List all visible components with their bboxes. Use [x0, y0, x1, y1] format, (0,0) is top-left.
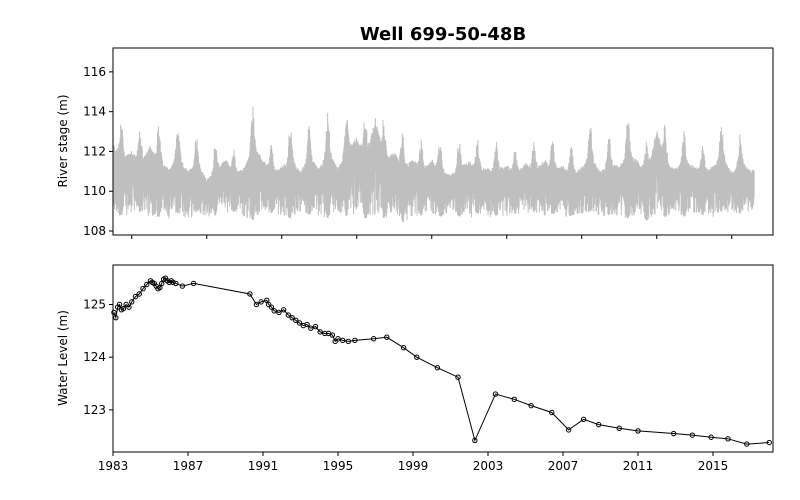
river-stage-subplot: 108 110 112 114 116 River stage (m) — [56, 47, 774, 239]
water-level-data-point — [434, 365, 441, 371]
water-level-data-point — [511, 396, 517, 403]
water-level-data-point — [111, 309, 117, 316]
water-level-data-point — [400, 345, 407, 351]
water-level-series-line — [113, 277, 770, 445]
water-level-data-point — [352, 337, 358, 344]
water-level-y-axis-label: Water Level (m) — [56, 310, 70, 406]
water-level-data-point — [179, 283, 186, 289]
water-level-data-point — [129, 299, 135, 305]
water-level-data-point — [345, 338, 352, 345]
water-level-data-point — [289, 314, 295, 321]
river-stage-series-line — [112, 106, 755, 223]
water-level-data-point — [689, 432, 696, 438]
water-level-data-point — [635, 428, 641, 434]
water-level-data-point — [140, 286, 146, 292]
river-stage-y-axis-label: River stage (m) — [56, 94, 70, 187]
water-level-data-point — [304, 321, 310, 328]
water-level-data-point — [253, 301, 260, 308]
water-level-data-point — [312, 323, 319, 330]
water-level-data-point — [159, 280, 165, 287]
water-level-data-point — [565, 427, 572, 433]
water-level-data-point — [296, 320, 303, 326]
water-level-data-point — [335, 336, 341, 342]
river-stage-y-tick-label: 116 — [83, 65, 106, 79]
water-level-x-ticks: 1983 1987 1991 1995 1999 2003 2007 2011 2015 — [98, 452, 729, 473]
water-level-data-point — [113, 314, 119, 321]
water-level-data-point — [293, 317, 299, 324]
water-level-x-tick-label: 1995 — [323, 459, 354, 473]
water-level-data-point — [708, 434, 714, 440]
water-level-data-point — [370, 336, 377, 342]
chart-title: Well 699-50-48B — [360, 24, 526, 45]
water-level-data-point — [190, 280, 197, 287]
water-level-data-point — [265, 301, 272, 308]
water-level-frame — [112, 264, 774, 453]
water-level-data-point — [472, 437, 478, 444]
water-level-data-point — [285, 312, 292, 318]
water-level-y-tick-label: 124 — [83, 350, 106, 364]
river-stage-y-tick-label: 110 — [83, 184, 106, 198]
water-level-x-tick-label: 2015 — [698, 459, 729, 473]
water-level-data-point — [549, 409, 555, 416]
water-level-data-point — [268, 304, 275, 310]
water-level-data-point — [317, 329, 323, 335]
water-level-data-point — [157, 284, 163, 291]
river-stage-plot-area — [112, 106, 755, 223]
water-level-data-point — [126, 304, 132, 310]
water-level-data-point — [308, 325, 314, 331]
water-level-data-point — [170, 279, 176, 286]
water-level-x-tick-label: 2003 — [473, 459, 504, 473]
water-level-data-point — [247, 291, 253, 297]
water-level-y-ticks: 123 124 125 — [83, 298, 113, 417]
river-stage-frame — [112, 47, 774, 236]
water-level-x-tick-label: 1987 — [173, 459, 204, 473]
water-level-data-point — [528, 402, 534, 409]
river-stage-y-ticks: 108 110 112 114 116 — [83, 65, 113, 238]
water-level-data-point — [173, 280, 179, 287]
water-level-x-tick-label: 1983 — [98, 459, 129, 473]
water-level-data-point — [384, 334, 390, 340]
water-level-data-point — [670, 430, 677, 437]
water-level-data-point — [339, 337, 346, 344]
water-level-data-point — [329, 332, 336, 338]
water-level-data-point — [766, 439, 772, 446]
water-level-data-point — [136, 291, 142, 297]
water-level-x-tick-label: 1999 — [398, 459, 429, 473]
water-level-data-point — [414, 354, 420, 360]
water-level-subplot: 123 124 125 1983 1987 1991 1995 1999 2003 2007 20… — [56, 264, 774, 473]
water-level-x-tick-label: 1991 — [248, 459, 279, 473]
water-level-data-point — [258, 299, 264, 305]
water-level-data-point — [455, 374, 461, 380]
water-level-plot-area — [111, 275, 772, 447]
water-level-data-point — [616, 425, 622, 431]
water-level-y-tick-label: 123 — [83, 403, 106, 417]
water-level-data-point — [276, 309, 282, 316]
water-level-data-point — [322, 330, 328, 337]
water-level-x-tick-label: 2007 — [548, 459, 579, 473]
water-level-data-point — [144, 281, 150, 288]
water-level-x-tick-label: 2011 — [623, 459, 654, 473]
water-level-data-point — [116, 301, 123, 308]
river-stage-y-tick-label: 108 — [83, 224, 106, 238]
water-level-data-point — [132, 293, 139, 300]
water-level-data-point — [280, 307, 287, 313]
river-stage-y-tick-label: 114 — [83, 105, 106, 119]
water-level-data-point — [744, 441, 750, 447]
river-stage-x-ticks — [131, 235, 733, 239]
water-level-data-point — [120, 306, 127, 312]
water-level-data-point — [595, 421, 602, 428]
water-level-y-tick-label: 125 — [83, 298, 106, 312]
water-level-data-point — [264, 297, 270, 303]
water-level-data-point — [580, 416, 587, 423]
water-level-data-point — [725, 436, 731, 442]
river-stage-y-tick-label: 112 — [83, 144, 106, 158]
water-level-data-point — [492, 391, 499, 397]
water-level-data-point — [271, 308, 277, 314]
